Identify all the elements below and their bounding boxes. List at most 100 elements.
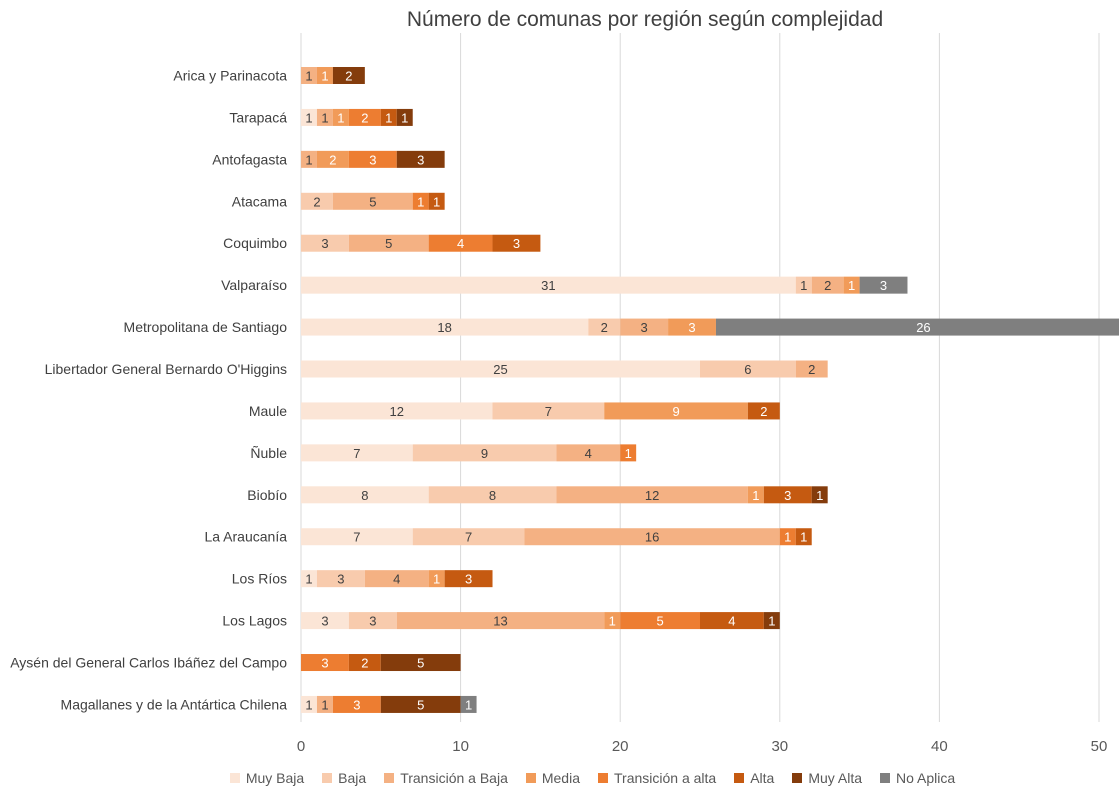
legend-label: Baja: [338, 770, 367, 786]
data-label: 3: [321, 236, 328, 251]
category-label: Antofagasta: [212, 151, 287, 167]
category-label: Los Ríos: [232, 571, 287, 587]
legend-label: Muy Alta: [808, 770, 863, 786]
data-label: 1: [800, 278, 807, 293]
data-label: 7: [353, 446, 360, 461]
bar-segment: [524, 528, 780, 546]
bar-segment: [348, 612, 397, 630]
category-labels: Arica y Parinacota Tarapacá Antofagasta Ata…: [10, 68, 287, 713]
data-label: 25: [493, 362, 507, 377]
data-label: 2: [313, 194, 320, 209]
data-label: 7: [465, 530, 472, 545]
bar-segment: [795, 276, 812, 294]
data-label: 1: [768, 614, 775, 629]
chart-title: Número de comunas por región según compl…: [406, 8, 884, 31]
category-label: Tarapacá: [229, 109, 287, 125]
legend-item: Media: [525, 770, 580, 786]
bar-segment: [301, 444, 413, 462]
bar-segment: [301, 612, 349, 630]
legend: Muy Baja Baja Transición a Baja Media Transi…: [0, 770, 1119, 786]
legend-item: Transición a alta: [598, 770, 716, 786]
bar-segment: [460, 695, 477, 713]
data-label: 1: [305, 69, 312, 84]
bar-segment: [301, 67, 317, 84]
bar-segment: [779, 528, 796, 546]
data-label: 3: [417, 152, 424, 167]
category-label: Arica y Parinacota: [173, 68, 287, 84]
bar-segment: [620, 318, 669, 336]
data-label: 1: [417, 194, 424, 209]
data-label: 5: [656, 614, 663, 629]
legend-swatch: [229, 773, 240, 783]
bar-segment: [301, 402, 493, 420]
category-label: Los Lagos: [222, 613, 287, 629]
bar-segment: [588, 318, 621, 336]
data-label: 1: [385, 110, 392, 125]
legend-item: Transición a Baja: [384, 770, 508, 786]
bar-segment: [428, 234, 493, 252]
data-label: 8: [489, 488, 496, 503]
bar-segment: [428, 570, 445, 588]
category-label: La Araucanía: [204, 529, 287, 545]
data-label: 2: [361, 656, 368, 671]
data-label: 1: [401, 110, 408, 125]
category-label: Ñuble: [250, 445, 287, 461]
bar-segment: [301, 192, 333, 210]
bar-segment: [556, 486, 748, 504]
data-label: 16: [645, 530, 659, 545]
legend-swatch: [880, 773, 891, 783]
category-label: Metropolitana de Santiago: [124, 319, 288, 335]
data-label: 1: [625, 446, 632, 461]
data-label: 2: [824, 278, 831, 293]
bar-segment: [763, 612, 780, 630]
legend-swatch: [792, 773, 803, 783]
data-label: 3: [688, 320, 695, 335]
data-label: 4: [457, 236, 464, 251]
data-label: 13: [493, 614, 507, 629]
bar-segment: [332, 67, 365, 84]
data-label: 1: [609, 614, 616, 629]
data-label: 3: [465, 572, 472, 587]
bar-segment: [811, 276, 844, 294]
data-label: 3: [513, 236, 520, 251]
tick-labels: 0 10 20 30 40 50: [297, 738, 1108, 755]
data-label: 12: [645, 488, 659, 503]
bar-segment: [412, 528, 525, 546]
legend-swatch: [734, 773, 745, 783]
bar-segment: [332, 108, 349, 126]
bar-segment: [700, 360, 796, 378]
bar-segment: [364, 570, 429, 588]
data-label: 1: [800, 530, 807, 545]
bar-segment: [301, 276, 796, 294]
data-label: 3: [321, 656, 328, 671]
data-label: 1: [321, 110, 328, 125]
bar-segment: [556, 444, 621, 462]
legend-item: Baja: [322, 770, 366, 786]
data-label: 3: [369, 614, 376, 629]
bar-segment: [301, 486, 429, 504]
legend-label: Alta: [750, 770, 775, 786]
bar-segment: [301, 360, 700, 378]
data-label: 1: [321, 69, 328, 84]
bar-segment: [668, 318, 716, 336]
bar-segment: [348, 654, 381, 672]
data-label: 31: [541, 278, 555, 293]
bar-segment: [348, 234, 429, 252]
data-label: 1: [465, 697, 472, 712]
data-label: 1: [433, 572, 440, 587]
bar-segment: [795, 360, 828, 378]
x-tick-label: 50: [1091, 738, 1108, 755]
bar-segment: [316, 570, 365, 588]
data-label: 8: [361, 488, 368, 503]
bar-segment: [428, 486, 557, 504]
bar-segment: [428, 192, 445, 210]
legend-label: Media: [541, 770, 580, 786]
data-label: 7: [353, 530, 360, 545]
data-label: 2: [760, 404, 767, 419]
legend-item: Alta: [734, 770, 774, 786]
bar-segment: [396, 150, 445, 168]
bar-segment: [412, 444, 557, 462]
data-label: 3: [880, 278, 887, 293]
category-label: Maule: [249, 403, 287, 419]
